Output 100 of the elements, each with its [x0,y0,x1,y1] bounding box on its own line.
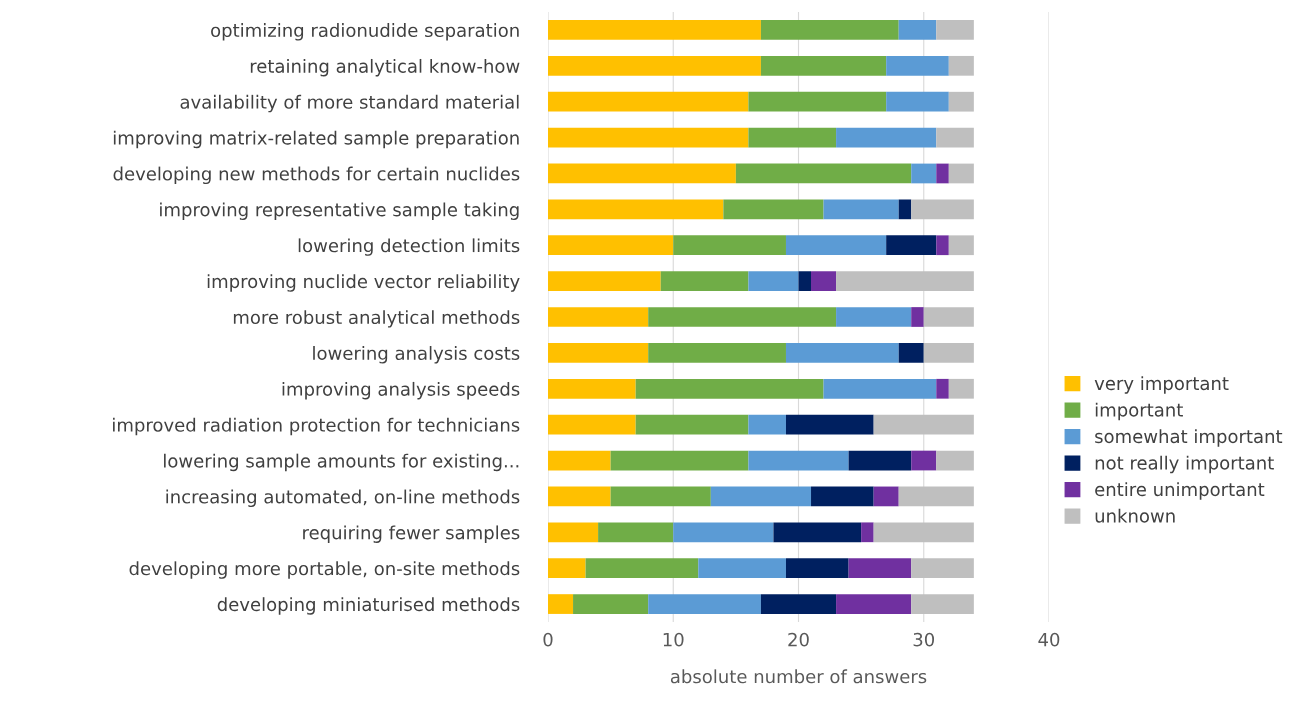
legend-label: entire unimportant [1095,482,1265,500]
bar [635,378,824,399]
bar [848,450,912,471]
legend-label: very important [1094,376,1229,394]
bar [673,235,786,256]
bar [548,20,761,40]
bar [760,55,887,76]
bar [798,271,812,291]
bar [936,163,949,184]
y-tick-label: developing more portable, on-site methods [129,561,520,579]
bar [610,486,711,507]
bar [898,199,912,220]
bar [548,343,649,363]
y-tick-label: lowering analysis costs [313,346,520,364]
y-tick-label: more robust analytical methods [233,310,520,328]
y-tick-label: developing new methods for certain nuclides [113,166,520,185]
bar [873,414,974,435]
bar [760,594,837,614]
bar [948,163,974,184]
bar [911,594,974,614]
bar [886,235,937,256]
bar [811,271,837,291]
bar [760,20,899,40]
bar [548,558,586,579]
bar [548,235,674,256]
x-tick-label: 40 [1038,632,1060,647]
bar [648,343,786,363]
x-tick-label: 10 [663,632,684,647]
bar [911,307,924,327]
bar [710,486,812,507]
bar [923,307,974,327]
bar [548,55,761,76]
bar [898,486,974,507]
bar [548,307,649,327]
bar [936,127,974,148]
bar [836,594,912,614]
bar [585,558,699,579]
bar [548,91,749,112]
bar [873,486,899,507]
y-tick-label: optimizing radionudide separation [211,23,519,41]
bar [861,522,874,543]
legend-label: somewhat important [1095,429,1283,447]
bar [911,558,974,579]
bar [548,163,736,184]
bar [785,235,887,256]
bar [923,343,974,363]
bar [936,235,949,256]
bar [748,414,786,435]
y-tick-label: improving analysis speeds [282,381,520,400]
bar [785,343,899,363]
bar [911,163,937,184]
x-tick-label: 20 [788,632,809,647]
bar [773,522,862,543]
bar [735,163,912,184]
y-tick-label: improving nuclide vector reliability [207,274,520,292]
bar [785,558,849,579]
bar [660,271,749,291]
legend-label: important [1095,402,1183,421]
bar [610,450,749,471]
bar [911,450,937,471]
bar [748,127,837,148]
bar [698,558,786,579]
bar [936,378,949,399]
bar [948,378,974,399]
bar [785,414,874,435]
bar [648,594,761,614]
bar [548,594,574,614]
bar [898,343,924,363]
bar [573,594,649,614]
y-tick-label: retaining analytical know-how [250,58,520,77]
bar [548,127,749,148]
y-tick-label: developing miniaturised methods [217,597,520,615]
y-tick-label: improved radiation protection for technicians [113,417,520,436]
x-tick-label: 30 [913,632,935,647]
legend-label: unknown [1095,508,1175,523]
bar [598,522,674,543]
bar [548,486,611,507]
x-axis-title: absolute number of answers [670,669,927,684]
bar [548,199,724,220]
y-tick-label: increasing automated, on-line methods [166,489,520,508]
bar [548,450,611,471]
bar [836,307,912,327]
y-tick-label: availability of more standard material [180,94,519,113]
bar [936,20,974,40]
y-tick-label: improving representative sample taking [160,202,519,220]
bar [948,91,974,112]
bar [823,378,937,399]
y-tick-label: requiring fewer samples [303,525,520,543]
bar [748,91,887,112]
bar [548,522,599,543]
bar [748,271,799,291]
bar [836,127,937,148]
bar [911,199,974,220]
y-tick-label: improving matrix-related sample preparation [113,130,519,149]
bar [673,522,774,543]
bar [836,271,974,291]
bar [548,414,636,435]
bar [548,271,661,291]
bar [548,378,636,399]
bar [723,199,824,220]
